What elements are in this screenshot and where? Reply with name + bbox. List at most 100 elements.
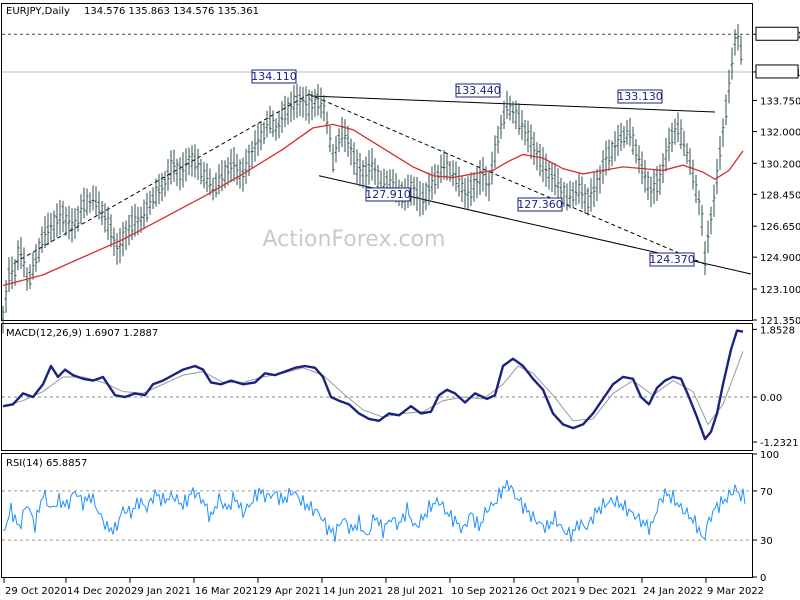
price-bar	[709, 206, 713, 235]
price-bar	[682, 130, 686, 157]
price-bar	[280, 101, 284, 133]
price-bar	[700, 205, 704, 236]
price-bar	[7, 257, 11, 293]
price-bar	[28, 264, 32, 290]
price-bar	[454, 161, 458, 192]
price-y-label: 132.000	[760, 127, 800, 138]
price-bar	[712, 184, 716, 217]
rsi-title: RSI(14) 65.8857	[6, 458, 87, 469]
price-bar	[133, 203, 137, 237]
price-bar	[574, 180, 578, 206]
macd-title: MACD(12,26,9) 1.6907 1.2887	[6, 328, 158, 339]
price-bar	[244, 148, 248, 184]
price-bar	[106, 206, 110, 240]
price-bar	[640, 151, 644, 185]
price-bar	[706, 220, 710, 254]
price-bar	[343, 119, 347, 153]
price-bar	[550, 162, 554, 193]
price-bar	[4, 279, 8, 313]
price-bar	[634, 138, 638, 164]
current-price-tag	[755, 64, 799, 79]
rsi-panel	[1, 453, 753, 578]
price-bar	[475, 167, 479, 199]
price-bar	[493, 135, 497, 168]
price-bar	[697, 190, 701, 215]
price-bar	[424, 182, 428, 211]
macd-panel	[1, 323, 753, 451]
price-bar	[736, 23, 740, 51]
price-bar	[316, 84, 320, 116]
price-bar	[631, 126, 635, 155]
price-bar	[373, 158, 377, 185]
trend-line	[308, 93, 706, 265]
price-bar	[355, 149, 359, 185]
price-bar	[658, 164, 662, 195]
price-bar	[367, 150, 371, 185]
resistance-tag	[755, 26, 799, 41]
annotation-label: 133.440	[455, 84, 501, 97]
price-bar	[667, 127, 671, 162]
price-bar	[625, 119, 629, 145]
price-bar	[661, 153, 665, 184]
price-bar	[328, 125, 332, 153]
price-bar	[679, 119, 683, 150]
price-bar	[505, 90, 509, 119]
price-bar	[370, 148, 374, 181]
price-bar	[565, 183, 569, 211]
price-bar	[622, 126, 626, 148]
price-bar	[457, 166, 461, 197]
price-bar	[205, 163, 209, 193]
x-axis-label: 10 Sep 2021	[451, 586, 514, 597]
annotation-box	[617, 89, 663, 104]
x-axis-label: 29 Jan 2021	[131, 586, 191, 597]
price-bar	[91, 185, 95, 211]
price-bar	[115, 233, 119, 265]
price-bar	[580, 176, 584, 209]
price-bar	[52, 210, 56, 240]
price-bar	[349, 138, 353, 166]
price-bar	[313, 89, 317, 117]
price-bar	[442, 149, 446, 180]
price-bar	[178, 157, 182, 191]
price-bar	[22, 247, 26, 278]
price-bar	[508, 95, 512, 121]
annotation-label: 134.110	[251, 70, 297, 83]
price-bar	[586, 187, 590, 216]
price-bar	[94, 186, 98, 216]
price-bar	[646, 171, 650, 200]
price-bar	[517, 103, 521, 135]
price-bar	[175, 158, 179, 187]
price-bar	[163, 171, 167, 197]
price-bar	[346, 125, 350, 157]
price-bar	[724, 94, 728, 126]
price-bar	[361, 160, 365, 189]
price-bar	[46, 212, 50, 246]
annotation-box	[649, 252, 695, 267]
price-bar	[592, 172, 596, 208]
rsi-y-label: 0	[760, 573, 766, 584]
price-bar	[331, 143, 335, 173]
x-axis-label: 24 Jan 2022	[643, 586, 703, 597]
price-y-label: 133.750	[760, 96, 800, 107]
price-bar	[472, 172, 476, 202]
price-bar	[199, 159, 203, 185]
price-bar	[499, 114, 503, 140]
price-bar	[352, 142, 356, 175]
moving-average-line	[2, 123, 744, 287]
price-bar	[289, 91, 293, 123]
price-bar	[310, 91, 314, 121]
price-bar	[490, 151, 494, 185]
price-bar	[214, 172, 218, 198]
price-bar	[139, 206, 143, 233]
price-bar	[169, 150, 173, 185]
price-bar	[112, 227, 116, 256]
price-bar	[250, 140, 254, 169]
price-bar	[283, 95, 287, 128]
price-bar	[466, 176, 470, 211]
price-bar	[64, 206, 68, 236]
price-ohlc: 134.576 135.863 134.576 135.361	[84, 6, 259, 17]
price-bar	[556, 168, 560, 199]
price-bar	[13, 258, 17, 286]
price-bar	[196, 148, 200, 180]
price-bar	[271, 110, 275, 137]
